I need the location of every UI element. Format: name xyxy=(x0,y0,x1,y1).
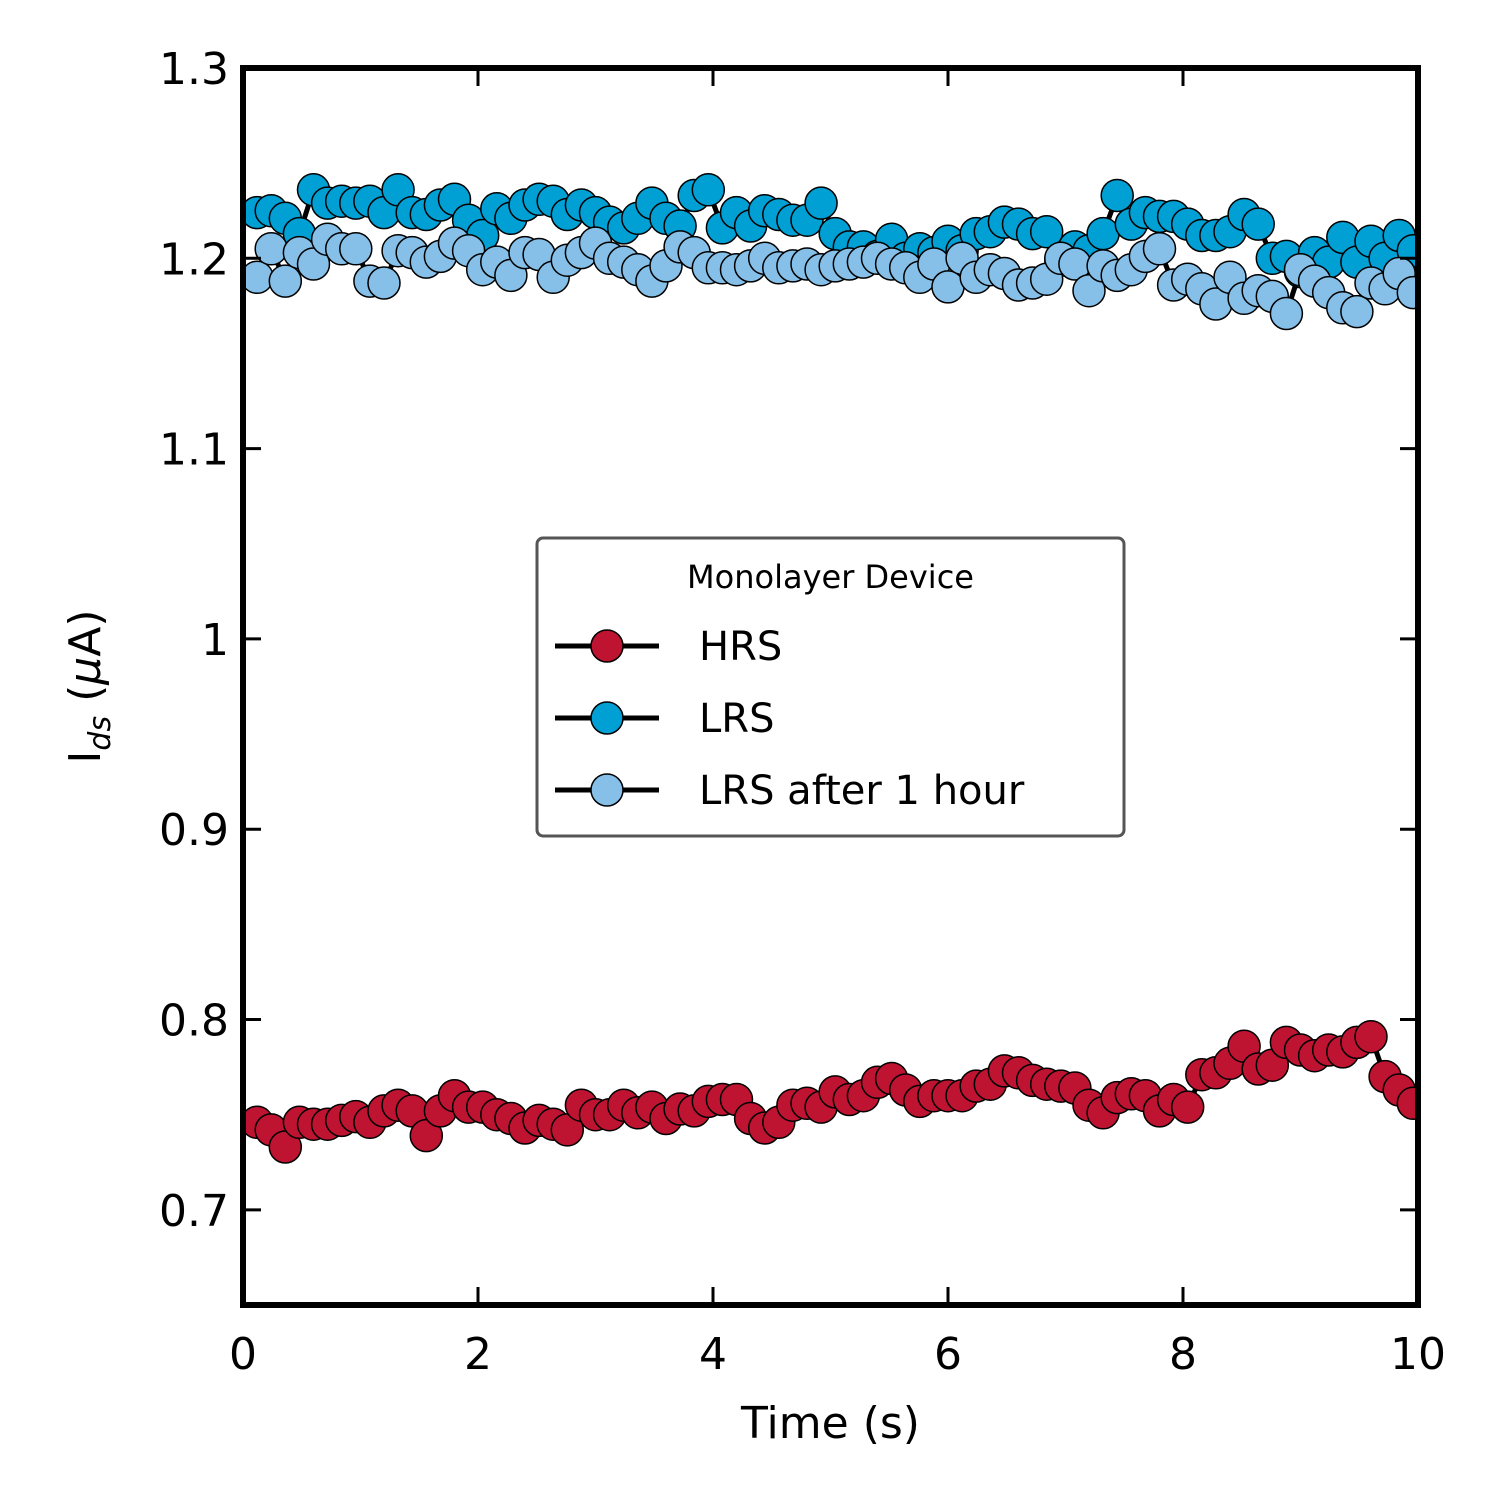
series-0 xyxy=(243,1019,1418,1164)
data-point xyxy=(1170,1090,1205,1124)
legend: Monolayer Device HRS LRS LRS after 1 hour xyxy=(535,536,1126,838)
series-layer xyxy=(243,173,1418,1164)
data-point xyxy=(1396,275,1418,310)
legend-marker xyxy=(590,701,624,735)
legend-label: LRS after 1 hour xyxy=(699,768,1025,814)
data-point xyxy=(1340,294,1374,329)
ticks-layer: 0 2 4 6 8 10 0.7 0.8 0.9 1 1.1 1.2 1.3 xyxy=(159,44,1446,1380)
data-point xyxy=(254,232,288,266)
y-tick-label: 1 xyxy=(201,615,229,666)
data-point xyxy=(804,186,838,220)
data-point xyxy=(1396,1086,1418,1121)
legend-label: LRS xyxy=(699,696,774,742)
data-point xyxy=(339,232,373,266)
data-point xyxy=(931,270,965,304)
y-tick-label: 1.2 xyxy=(159,234,229,285)
legend-marker xyxy=(590,773,624,807)
y-tick-label: 0.8 xyxy=(159,996,229,1047)
series-1 xyxy=(243,173,1418,289)
x-tick-label: 6 xyxy=(934,1329,962,1380)
data-point xyxy=(1029,214,1064,249)
x-tick-label: 2 xyxy=(464,1329,492,1380)
legend-item-0: HRS xyxy=(555,624,782,670)
data-point xyxy=(1100,178,1134,213)
plot-frame xyxy=(240,65,1421,1308)
y-axis-label-unit-suffix: A) xyxy=(60,609,111,656)
legend-label: HRS xyxy=(699,624,782,670)
y-tick-label: 0.7 xyxy=(159,1186,229,1237)
legend-items: HRS LRS LRS after 1 hour xyxy=(555,624,1025,814)
y-axis-label-unit-mu: μ xyxy=(60,657,111,686)
legend-box xyxy=(535,536,1126,838)
data-point xyxy=(268,264,303,298)
legend-title: Monolayer Device xyxy=(687,558,974,596)
y-axis-label: Ids (μA) xyxy=(60,609,118,763)
series-2 xyxy=(243,222,1418,331)
x-tick-label: 4 xyxy=(699,1329,727,1380)
data-point xyxy=(1142,232,1177,266)
y-tick-label: 1.3 xyxy=(159,44,229,95)
y-axis-label-sub: ds xyxy=(83,716,118,751)
x-tick-label: 8 xyxy=(1169,1329,1197,1380)
y-tick-label: 0.9 xyxy=(159,805,229,856)
data-point xyxy=(367,266,401,300)
data-point xyxy=(1354,1019,1388,1054)
x-tick-label: 0 xyxy=(229,1329,257,1380)
data-point xyxy=(691,173,726,207)
legend-marker xyxy=(590,629,624,663)
legend-item-1: LRS xyxy=(555,696,774,742)
y-tick-label: 1.1 xyxy=(159,425,229,476)
data-point xyxy=(1269,296,1304,331)
legend-item-2: LRS after 1 hour xyxy=(555,768,1025,814)
data-point xyxy=(1086,216,1120,251)
x-tick-label: 10 xyxy=(1390,1329,1446,1380)
y-axis-label-main: I xyxy=(60,751,111,764)
data-point xyxy=(1241,207,1275,241)
x-axis-label: Time (s) xyxy=(740,1398,920,1449)
y-axis-label-unit-prefix: ( xyxy=(60,685,111,702)
